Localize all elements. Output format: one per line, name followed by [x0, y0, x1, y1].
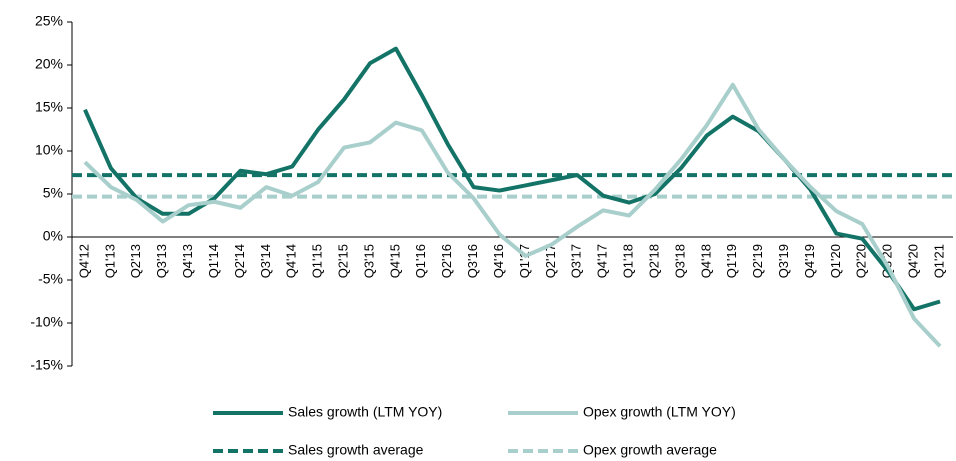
x-tick-label: Q4'14	[284, 244, 299, 278]
x-tick-label: Q1'21	[931, 244, 946, 278]
x-tick-label: Q3'18	[672, 244, 687, 278]
x-tick-label: Q4'18	[698, 244, 713, 278]
x-tick-label: Q1'16	[413, 244, 428, 278]
x-tick-label: Q4'13	[180, 244, 195, 278]
x-tick-label: Q3'16	[465, 244, 480, 278]
y-tick-label: -5%	[38, 271, 63, 287]
y-tick-label: 0%	[43, 228, 63, 244]
x-tick-label: Q1'13	[102, 244, 117, 278]
x-tick-label: Q1'19	[724, 244, 739, 278]
y-tick-label: -10%	[30, 314, 63, 330]
x-tick-label: Q4'15	[387, 244, 402, 278]
y-tick-label: 20%	[35, 56, 63, 72]
x-tick-label: Q1'14	[206, 244, 221, 278]
x-tick-label: Q4'20	[906, 244, 921, 278]
x-tick-label: Q2'14	[232, 244, 247, 278]
y-tick-label: -15%	[30, 357, 63, 373]
x-tick-label: Q2'19	[750, 244, 765, 278]
x-tick-label: Q3'13	[154, 244, 169, 278]
x-tick-label: Q2'18	[646, 244, 661, 278]
series-line	[83, 82, 942, 348]
y-tick-label: 5%	[43, 185, 63, 201]
x-tick-label: Q2'13	[128, 244, 143, 278]
x-tick-label: Q2'20	[854, 244, 869, 278]
y-tick-label: 15%	[35, 99, 63, 115]
x-tick-label: Q1'18	[621, 244, 636, 278]
x-tick-label: Q2'15	[336, 244, 351, 278]
legend-label: Sales growth average	[288, 442, 424, 458]
x-tick-label: Q1'20	[828, 244, 843, 278]
x-tick-label: Q4'12	[76, 244, 91, 278]
x-tick-label: Q2'16	[439, 244, 454, 278]
x-tick-label: Q3'17	[569, 244, 584, 278]
legend-label: Opex growth average	[583, 442, 717, 458]
x-tick-label: Q3'15	[361, 244, 376, 278]
x-tick-label: Q2'17	[543, 244, 558, 278]
y-tick-label: 25%	[35, 13, 63, 29]
y-tick-label: 10%	[35, 142, 63, 158]
legend-label: Opex growth (LTM YOY)	[583, 404, 736, 420]
legend-label: Sales growth (LTM YOY)	[288, 404, 442, 420]
x-tick-label: Q4'19	[802, 244, 817, 278]
x-tick-label: Q4'17	[595, 244, 610, 278]
x-tick-label: Q3'19	[776, 244, 791, 278]
x-tick-label: Q4'16	[491, 244, 506, 278]
x-tick-label: Q1'15	[310, 244, 325, 278]
x-tick-label: Q3'14	[258, 244, 273, 278]
